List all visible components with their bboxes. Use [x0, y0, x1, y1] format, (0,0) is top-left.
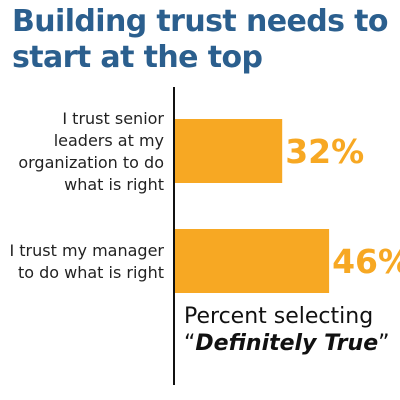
category-label-2-line-2: to do what is right: [18, 263, 164, 282]
category-label-1-line-1: I trust senior: [62, 109, 164, 128]
close-quote: ”: [378, 331, 390, 356]
chart-note: Percent selecting “Definitely True”: [184, 303, 398, 357]
category-label-1-line-3: organization to do: [18, 153, 164, 172]
value-label-2: 46%: [332, 242, 400, 281]
bar-1: [175, 119, 283, 183]
definitely-true-label: Definitely True: [195, 331, 379, 356]
chart-title-line-2: start at the top: [12, 40, 263, 75]
chart-title-line-1: Building trust needs to: [12, 4, 389, 39]
category-label-2: I trust my manager to do what is right: [9, 241, 164, 282]
bar-2: [175, 229, 330, 293]
value-label-1: 32%: [285, 132, 364, 171]
chart-title: Building trust needs to start at the top: [12, 4, 398, 76]
category-label-1-line-2: leaders at my: [54, 131, 164, 150]
category-label-1: I trust senior leaders at my organization …: [18, 109, 164, 194]
open-quote: “: [184, 331, 196, 356]
chart-note-line-2: “Definitely True”: [184, 330, 398, 357]
category-label-1-line-4: what is right: [64, 175, 164, 194]
chart-note-line-1: Percent selecting: [184, 304, 374, 329]
category-label-2-line-1: I trust my manager: [9, 241, 164, 260]
